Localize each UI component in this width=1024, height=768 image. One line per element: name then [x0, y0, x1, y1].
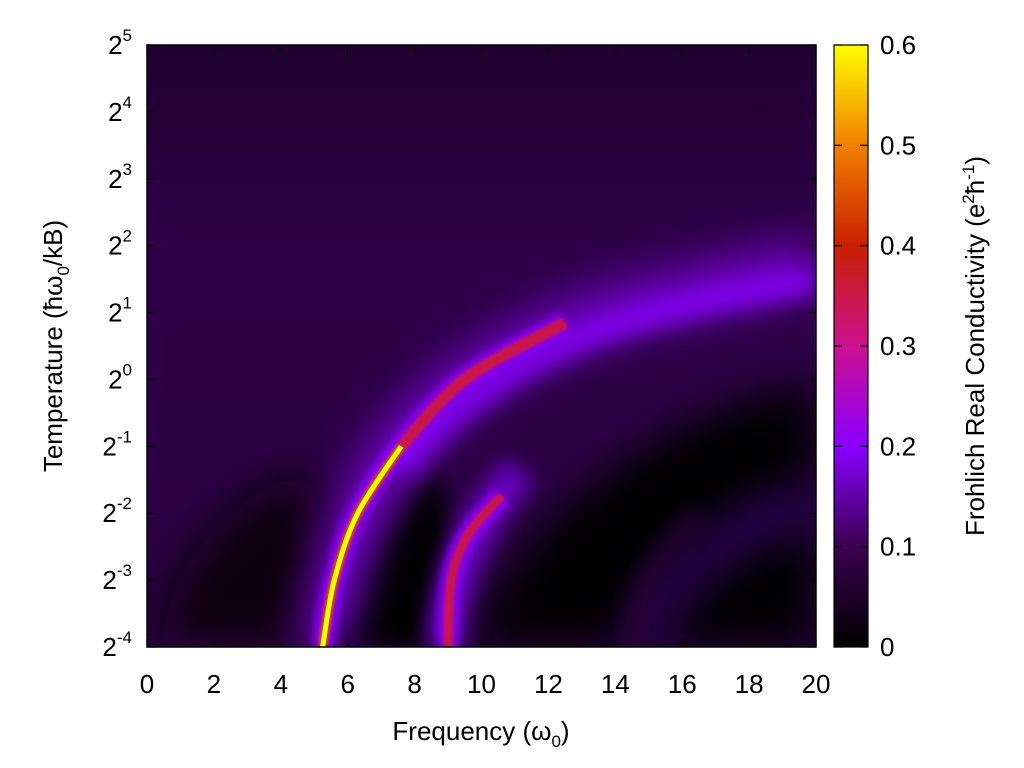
heatmap-glow-upper [388, 266, 816, 478]
colorbar-tick-label: 0.1 [880, 532, 916, 562]
heatmap-glow-third [620, 480, 816, 647]
third-peak-ridge [623, 507, 707, 647]
y-tick-label: 20 [108, 360, 132, 394]
colorbar-title: Frohlich Real Conductivity (e2ħ-1) [959, 156, 990, 536]
heatmap-dark-gap [340, 470, 447, 647]
x-tick-label: 16 [668, 669, 697, 699]
y-tick-label: 2-1 [102, 427, 132, 461]
x-tick-label: 18 [735, 669, 764, 699]
heatmap-ridges [311, 313, 707, 647]
y-tick-label: 2-3 [102, 561, 132, 595]
x-tick-label: 12 [534, 669, 563, 699]
x-tick-label: 14 [601, 669, 630, 699]
colorbar-tick-label: 0.6 [880, 30, 916, 60]
colorbar-tick-label: 0.3 [880, 331, 916, 361]
heatmap-dark-region-right [470, 380, 816, 647]
x-tick-label: 10 [467, 669, 496, 699]
y-tick-label: 2-4 [102, 628, 132, 662]
x-axis: 0 2 4 6 8 10 12 14 16 18 20 [140, 45, 831, 699]
x-tick-label: 20 [802, 669, 831, 699]
colorbar-tick-label: 0.4 [880, 231, 916, 261]
y-tick-label: 24 [108, 93, 132, 127]
x-tick-label: 8 [407, 669, 421, 699]
heatmap-dark-region-left [160, 470, 322, 647]
first-peak-tail [396, 317, 569, 451]
x-tick-label: 2 [207, 669, 221, 699]
first-peak-ridge [320, 444, 404, 647]
y-tick-label: 23 [108, 160, 132, 194]
y-tick-label: 21 [108, 294, 132, 328]
x-tick-label: 0 [140, 669, 154, 699]
y-tick-label: 22 [108, 227, 132, 261]
y-tick-label: 2-2 [102, 494, 132, 528]
x-tick-label: 4 [274, 669, 288, 699]
heatmap-plot-area [147, 45, 816, 647]
y-axis-title: Temperature (ħω0/kB) [38, 220, 73, 472]
y-axis: 2-4 2-3 2-2 2-1 20 21 22 23 24 25 [102, 26, 816, 662]
second-peak-ridge [443, 492, 506, 647]
colorbar-tick-label: 0.2 [880, 431, 916, 461]
colorbar-tick-label: 0 [880, 632, 894, 662]
colorbar-tick-label: 0.5 [880, 130, 916, 160]
y-tick-label: 25 [108, 26, 132, 60]
colorbar-axis: 0 0.1 0.2 0.3 0.4 0.5 0.6 [834, 30, 916, 662]
x-tick-label: 6 [340, 669, 354, 699]
x-axis-title: Frequency (ω0) [392, 716, 569, 751]
